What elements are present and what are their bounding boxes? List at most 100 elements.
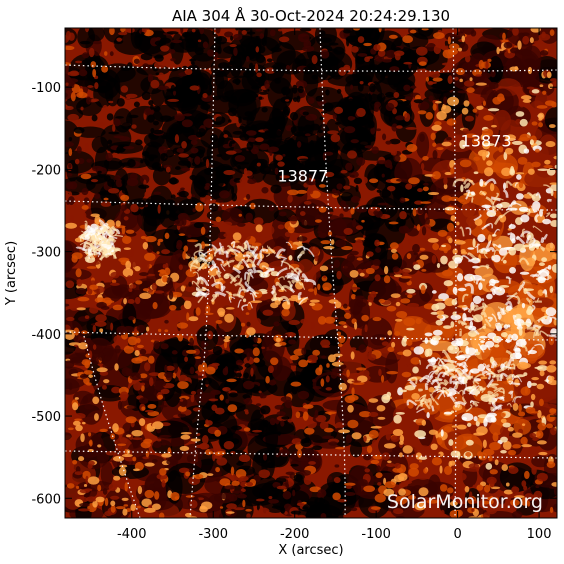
emission-grain: [260, 241, 265, 245]
emission-grain: [545, 307, 557, 317]
emission-grain: [105, 152, 113, 162]
bright-loop: [434, 365, 448, 376]
emission-grain: [548, 336, 555, 346]
emission-patch: [458, 203, 480, 232]
emission-patch: [150, 86, 166, 107]
emission-grain: [150, 104, 154, 110]
emission-grain: [193, 348, 201, 355]
emission-grain: [246, 321, 251, 327]
emission-grain: [229, 140, 236, 144]
emission-grain: [141, 260, 150, 270]
emission-grain: [220, 492, 232, 500]
bright-loop: [225, 290, 233, 296]
emission-grain: [550, 189, 554, 197]
emission-grain: [156, 251, 160, 255]
bright-loop: [220, 263, 226, 272]
bright-loop: [512, 314, 517, 322]
emission-grain: [386, 463, 396, 468]
emission-grain: [188, 38, 194, 46]
emission-grain: [383, 265, 389, 275]
emission-grain: [314, 170, 318, 181]
emission-grain: [472, 265, 480, 269]
emission-grain: [416, 224, 421, 231]
emission-grain: [72, 459, 78, 465]
emission-grain: [123, 216, 129, 221]
emission-grain: [335, 451, 347, 457]
emission-grain: [68, 342, 81, 347]
emission-patch: [531, 455, 550, 468]
emission-grain: [205, 400, 213, 410]
emission-grain: [424, 217, 430, 226]
emission-grain: [164, 319, 169, 324]
emission-grain: [463, 100, 470, 107]
emission-grain: [461, 35, 466, 43]
emission-grain: [118, 257, 130, 263]
emission-grain: [344, 395, 356, 404]
bright-loop: [102, 231, 108, 239]
emission-grain: [71, 356, 83, 364]
emission-grain: [229, 44, 237, 48]
emission-grain: [349, 286, 361, 290]
emission-grain: [394, 331, 401, 337]
emission-grain: [319, 265, 329, 272]
emission-grain: [414, 430, 427, 438]
emission-grain: [349, 270, 359, 278]
bright-loop: [112, 234, 124, 238]
emission-grain: [480, 376, 488, 380]
emission-grain: [498, 96, 505, 102]
emission-grain: [432, 329, 443, 336]
emission-patch: [91, 136, 109, 154]
emission-grain: [77, 296, 90, 302]
emission-grain: [204, 167, 213, 176]
emission-grain: [302, 45, 315, 52]
emission-grain: [123, 297, 127, 305]
bright-loop: [508, 223, 513, 229]
bright-loop: [469, 274, 476, 283]
emission-grain: [335, 122, 341, 125]
emission-grain: [508, 466, 519, 475]
emission-grain: [347, 419, 359, 429]
emission-grain: [235, 359, 244, 366]
emission-grain: [429, 71, 441, 79]
emission-grain: [232, 78, 241, 84]
emission-grain: [529, 37, 534, 44]
emission-grain: [179, 399, 184, 402]
emission-grain: [486, 496, 494, 501]
emission-grain: [334, 106, 344, 114]
emission-grain: [544, 159, 551, 165]
emission-grain: [316, 492, 323, 498]
bright-loop: [277, 295, 291, 305]
bright-loop: [437, 371, 450, 379]
emission-grain: [106, 113, 114, 121]
emission-grain: [215, 319, 223, 324]
bright-loop: [90, 246, 99, 251]
emission-grain: [241, 29, 247, 35]
emission-grain: [239, 125, 245, 130]
emission-grain: [175, 166, 181, 170]
emission-grain: [191, 194, 196, 198]
emission-patch: [65, 241, 75, 273]
emission-grain: [338, 321, 347, 325]
emission-grain: [158, 404, 168, 408]
emission-patch: [143, 213, 157, 238]
emission-grain: [116, 37, 123, 42]
emission-grain: [501, 464, 509, 472]
emission-grain: [433, 44, 441, 55]
emission-grain: [443, 411, 453, 415]
emission-grain: [140, 235, 147, 240]
emission-grain: [162, 263, 166, 269]
emission-grain: [434, 121, 442, 126]
emission-grain: [186, 239, 199, 243]
emission-grain: [484, 167, 494, 177]
bright-loop: [275, 267, 288, 277]
emission-grain: [327, 211, 337, 215]
emission-grain: [249, 202, 256, 210]
emission-grain: [190, 390, 197, 395]
emission-grain: [355, 207, 368, 213]
emission-grain: [138, 184, 150, 189]
emission-grain: [490, 486, 501, 490]
emission-grain: [65, 432, 72, 440]
emission-grain: [185, 268, 197, 278]
y-tick-label: -200: [31, 163, 61, 178]
emission-grain: [403, 61, 413, 65]
